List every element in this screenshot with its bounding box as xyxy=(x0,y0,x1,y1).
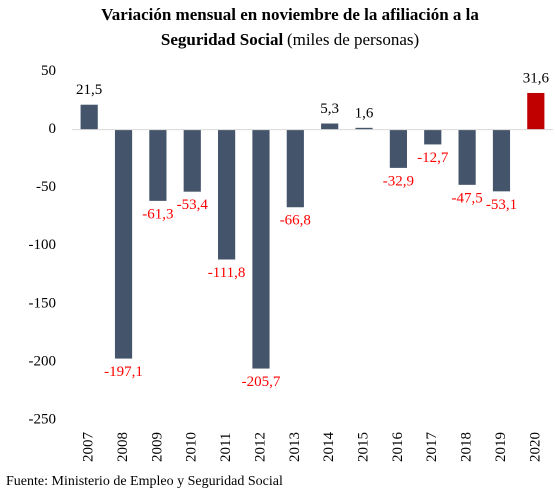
x-tick-label: 2010 xyxy=(184,432,200,462)
x-tick-label: 2013 xyxy=(287,432,303,462)
x-tick-label: 2020 xyxy=(527,432,543,462)
value-label: 21,5 xyxy=(76,82,102,98)
y-tick-label: -250 xyxy=(29,411,57,427)
value-label: -197,1 xyxy=(104,364,143,380)
chart-unit: (miles de personas) xyxy=(287,30,419,49)
bar xyxy=(492,129,511,192)
y-tick-label: -150 xyxy=(29,295,57,311)
x-tick-label: 2019 xyxy=(493,432,509,462)
value-label: -111,8 xyxy=(208,265,246,281)
bar xyxy=(114,129,133,359)
bar xyxy=(321,123,339,130)
y-tick-label: -200 xyxy=(29,353,57,369)
x-tick-label: 2018 xyxy=(459,432,475,462)
bar xyxy=(149,129,167,201)
bar xyxy=(527,92,545,130)
bar xyxy=(286,129,304,208)
value-label: 1,6 xyxy=(355,105,374,121)
x-tick-label: 2012 xyxy=(252,432,268,462)
bar xyxy=(389,129,407,168)
x-tick-label: 2009 xyxy=(149,432,165,462)
bar xyxy=(424,129,442,145)
y-tick-label: 50 xyxy=(41,63,56,79)
x-tick-label: 2008 xyxy=(115,432,131,462)
bar xyxy=(218,129,236,260)
y-tick-label: 0 xyxy=(49,121,57,137)
chart-title: Variación mensual en noviembre de la afi… xyxy=(101,5,479,24)
value-label: -61,3 xyxy=(142,206,173,222)
x-tick-label: 2007 xyxy=(81,432,97,463)
x-tick-label: 2015 xyxy=(355,432,371,462)
x-tick-label: 2017 xyxy=(424,432,440,463)
bar xyxy=(252,129,270,369)
value-label: -47,5 xyxy=(451,190,482,206)
value-label: -53,4 xyxy=(177,197,209,213)
bar xyxy=(80,104,98,130)
source: Fuente: Ministerio de Empleo y Seguridad… xyxy=(6,474,283,489)
value-label: -66,8 xyxy=(280,213,311,229)
value-label: -12,7 xyxy=(417,150,449,166)
bar xyxy=(183,129,201,192)
x-tick-label: 2011 xyxy=(218,433,234,462)
x-tick-label: 2016 xyxy=(390,432,406,463)
x-tick-label: 2014 xyxy=(321,432,337,463)
y-tick-label: -100 xyxy=(29,237,57,253)
bar xyxy=(355,127,373,130)
value-label: 5,3 xyxy=(320,101,339,117)
value-label: 31,6 xyxy=(523,70,550,86)
value-label: -32,9 xyxy=(383,173,414,189)
chart-subtitle: Seguridad Social (miles de personas) xyxy=(161,30,419,49)
value-label: -205,7 xyxy=(242,374,281,390)
value-label: -53,1 xyxy=(486,197,517,213)
chart-title: Seguridad Social xyxy=(161,30,284,49)
bar xyxy=(458,129,476,185)
y-tick-label: -50 xyxy=(36,179,56,195)
